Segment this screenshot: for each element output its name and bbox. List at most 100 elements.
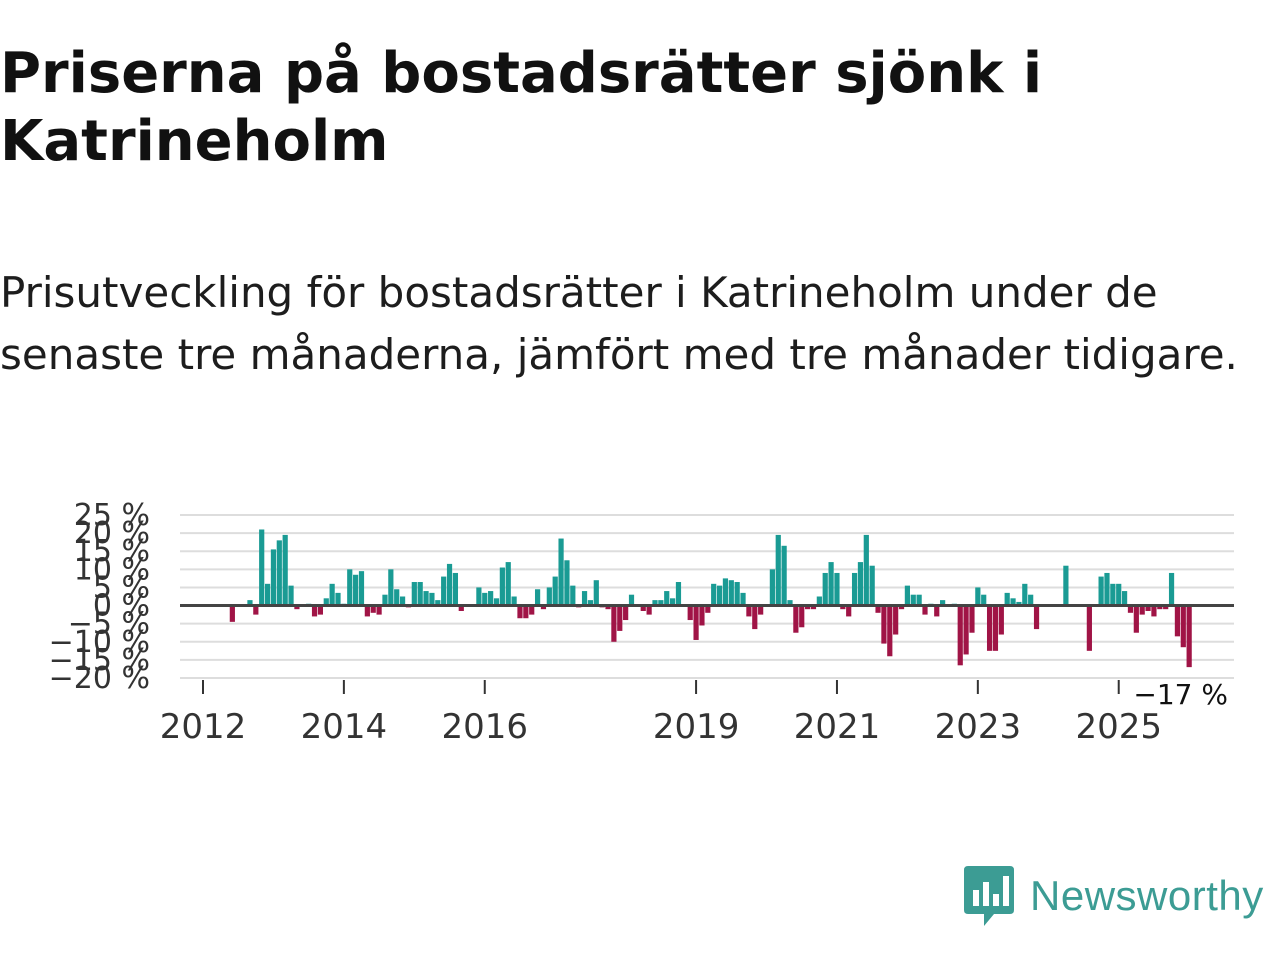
bar [711,583,717,606]
y-tick-label: 20 % [74,516,150,551]
bar [399,596,406,606]
bar [646,605,652,615]
bar [716,585,723,606]
bar [963,605,969,655]
bar [746,605,752,617]
bar [617,605,623,631]
bar [605,605,611,610]
bar [799,605,805,628]
bar [787,600,793,606]
bar [581,591,588,606]
bar [1127,605,1134,613]
bar [1174,605,1181,637]
bar [611,605,617,642]
bar [898,605,905,610]
bar [1010,598,1016,606]
bar [998,605,1004,635]
bar [992,605,999,651]
bar [570,585,576,606]
bar [1116,583,1122,606]
bar [323,598,329,606]
x-tick-label: 2021 [794,707,881,747]
bar [411,582,417,606]
bar [1016,601,1022,606]
bar [511,596,517,606]
bar [593,580,599,606]
x-tick-label: 2019 [653,707,740,747]
bar [875,605,881,613]
x-tick-label: 2012 [160,707,247,747]
y-tick-label: −10 % [49,625,150,660]
y-tick-label: 5 % [93,570,150,605]
bar [247,600,253,606]
bar [1086,605,1092,651]
bar [546,587,552,606]
bar [482,592,488,606]
x-tick-label: 2025 [1075,707,1162,747]
y-tick-label: 10 % [74,552,150,587]
bar [587,600,594,606]
bar [558,538,564,606]
bar [452,572,459,606]
bar [446,563,453,606]
bar [975,587,981,606]
bar [435,600,441,606]
bar [805,605,811,610]
bar [1157,605,1163,610]
bar [957,605,963,666]
x-tick-label: 2023 [935,707,1022,747]
bar [728,580,734,606]
bar [1022,583,1028,606]
bar [376,605,382,615]
bar [981,594,987,606]
bar [910,594,916,606]
bar [1163,605,1169,610]
bar [1004,592,1010,606]
y-tick-label: −20 % [49,661,150,696]
bar [394,589,400,606]
bar [863,534,869,606]
bar [458,605,464,611]
newsworthy-logo: Newsworthy [964,864,1264,928]
bar [664,591,670,606]
x-tick-label: 2014 [301,707,388,747]
bar [429,592,435,606]
bar [1098,576,1104,606]
bar [793,605,799,633]
bar [259,529,265,606]
bar [758,605,764,615]
bar [822,572,828,606]
bar [358,571,365,606]
y-tick-label: −15 % [49,643,150,678]
bar [881,605,887,644]
bar [517,605,523,619]
bar [270,549,277,606]
bar [969,605,975,633]
newsworthy-chart-icon [964,866,1014,926]
bar [276,540,282,606]
bar [916,594,922,606]
bar [364,605,370,617]
bar [493,598,500,606]
bar [705,605,711,613]
bar [529,605,535,615]
bar [329,583,335,606]
bar [317,605,323,615]
bar [740,592,746,606]
bar [857,562,864,606]
bar [388,569,394,606]
bar [986,605,993,651]
bar [488,591,494,606]
bar [499,567,505,606]
bar [1121,591,1128,606]
bar [652,600,658,606]
bar [282,534,288,606]
bar [1180,605,1186,648]
bar [734,582,740,606]
bar [1186,605,1192,668]
bar [441,576,447,606]
y-tick-label: 0 % [93,589,150,624]
bar [229,605,235,622]
bar [687,605,693,621]
bar [1145,605,1151,611]
